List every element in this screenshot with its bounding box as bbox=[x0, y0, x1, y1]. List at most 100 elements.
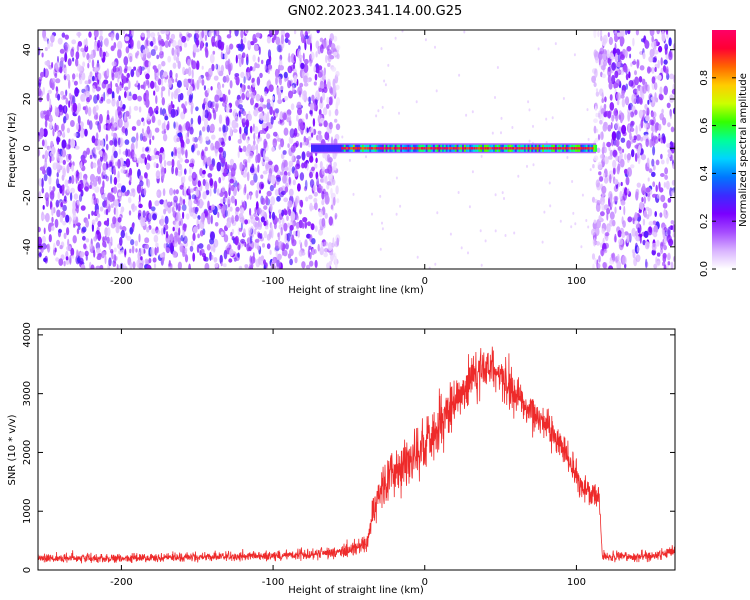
heatmap-cell bbox=[182, 229, 185, 238]
heatmap-cell bbox=[606, 212, 609, 221]
heatmap-cell bbox=[154, 70, 157, 80]
heatmap-cell bbox=[192, 137, 195, 142]
heatmap-cell bbox=[245, 71, 249, 81]
heatmap-cell bbox=[249, 167, 255, 173]
signal-core bbox=[443, 147, 446, 150]
heatmap-cell bbox=[296, 114, 299, 122]
heatmap-cell bbox=[532, 163, 535, 167]
signal-cell bbox=[358, 144, 361, 152]
heatmap-cell bbox=[282, 243, 286, 250]
heatmap-cell bbox=[270, 196, 276, 206]
heatmap-cell bbox=[95, 132, 99, 141]
signal-core bbox=[405, 147, 407, 150]
heatmap-cell bbox=[87, 74, 93, 84]
signal-core bbox=[589, 147, 592, 150]
heatmap-cell bbox=[68, 100, 71, 108]
heatmap-cell bbox=[280, 34, 284, 45]
heatmap-cell bbox=[591, 75, 596, 84]
heatmap-cell bbox=[255, 154, 259, 164]
heatmap-cell bbox=[240, 238, 246, 244]
colorbar-tick-label: 0.2 bbox=[699, 213, 710, 229]
heatmap-cell bbox=[184, 168, 187, 175]
heatmap-cell bbox=[41, 214, 46, 220]
heatmap-cell bbox=[307, 78, 310, 83]
heatmap-cell bbox=[634, 76, 639, 86]
heatmap-cell bbox=[107, 88, 113, 95]
heatmap-cell bbox=[194, 206, 198, 215]
heatmap-cell bbox=[591, 253, 596, 260]
heatmap-cell bbox=[80, 264, 86, 269]
heatmap-cell bbox=[279, 187, 283, 192]
signal-core bbox=[393, 147, 396, 150]
heatmap-cell bbox=[91, 75, 95, 82]
heatmap-cell bbox=[304, 58, 309, 65]
heatmap-cell bbox=[672, 223, 675, 233]
heatmap-cell bbox=[124, 91, 127, 99]
heatmap-cell bbox=[595, 241, 601, 246]
heatmap-cell bbox=[246, 92, 252, 98]
heatmap-cell bbox=[665, 66, 669, 76]
heatmap-cell bbox=[78, 194, 83, 202]
heatmap-cell bbox=[275, 36, 281, 45]
heatmap-cell bbox=[594, 257, 597, 265]
heatmap-cell bbox=[332, 237, 335, 248]
heatmap-cell bbox=[500, 131, 502, 135]
heatmap-cell bbox=[139, 175, 144, 180]
heatmap-cell bbox=[107, 123, 111, 131]
heatmap-cell bbox=[323, 241, 328, 247]
heatmap-cell bbox=[280, 153, 285, 160]
heatmap-cell bbox=[235, 54, 238, 64]
signal-cell bbox=[467, 144, 470, 152]
heatmap-cell bbox=[279, 171, 284, 176]
heatmap-cell bbox=[80, 161, 83, 169]
heatmap-cell bbox=[329, 260, 332, 266]
heatmap-cell bbox=[601, 92, 604, 100]
heatmap-cell bbox=[204, 109, 209, 119]
heatmap-cell bbox=[243, 36, 247, 44]
heatmap-cell bbox=[283, 222, 288, 232]
heatmap-cell bbox=[291, 152, 294, 162]
heatmap-cell bbox=[494, 96, 496, 99]
heatmap-cell bbox=[613, 195, 619, 202]
heatmap-cell bbox=[627, 30, 631, 35]
heatmap-cell bbox=[652, 57, 657, 63]
heatmap-cell bbox=[89, 120, 93, 130]
heatmap-cell bbox=[211, 134, 216, 140]
heatmap-cell bbox=[138, 233, 141, 243]
heatmap-cell bbox=[116, 100, 120, 108]
heatmap-cell bbox=[181, 146, 184, 156]
heatmap-cell bbox=[172, 62, 177, 69]
heatmap-cell bbox=[299, 142, 303, 148]
heatmap-cell bbox=[112, 167, 116, 174]
heatmap-cell bbox=[297, 230, 301, 238]
heatmap-cell bbox=[137, 66, 142, 73]
heatmap-cell bbox=[281, 162, 285, 172]
heatmap-cell bbox=[227, 58, 231, 69]
heatmap-cell bbox=[243, 84, 246, 91]
signal-core bbox=[587, 147, 589, 150]
heatmap-cell bbox=[142, 210, 146, 218]
x-tick-label: 100 bbox=[567, 276, 586, 287]
heatmap-cell bbox=[254, 238, 260, 243]
heatmap-cell bbox=[42, 128, 48, 138]
heatmap-cell bbox=[314, 73, 318, 81]
signal-core bbox=[512, 147, 514, 150]
heatmap-cell bbox=[300, 199, 304, 208]
heatmap-cell bbox=[63, 260, 66, 267]
heatmap-cell bbox=[479, 229, 482, 233]
heatmap-cell bbox=[80, 251, 85, 258]
heatmap-cell bbox=[136, 259, 141, 269]
heatmap-cell bbox=[294, 256, 298, 264]
heatmap-cell bbox=[303, 63, 309, 74]
signal-core bbox=[409, 147, 412, 150]
heatmap-cell bbox=[599, 119, 603, 125]
heatmap-cell bbox=[234, 214, 239, 222]
heatmap-cell bbox=[277, 92, 282, 101]
heatmap-cell bbox=[244, 161, 248, 168]
heatmap-cell bbox=[127, 149, 131, 157]
heatmap-cell bbox=[648, 168, 653, 173]
heatmap-cell bbox=[661, 33, 666, 42]
heatmap-cell bbox=[58, 258, 64, 266]
heatmap-cell bbox=[226, 221, 232, 229]
heatmap-cell bbox=[295, 140, 300, 147]
